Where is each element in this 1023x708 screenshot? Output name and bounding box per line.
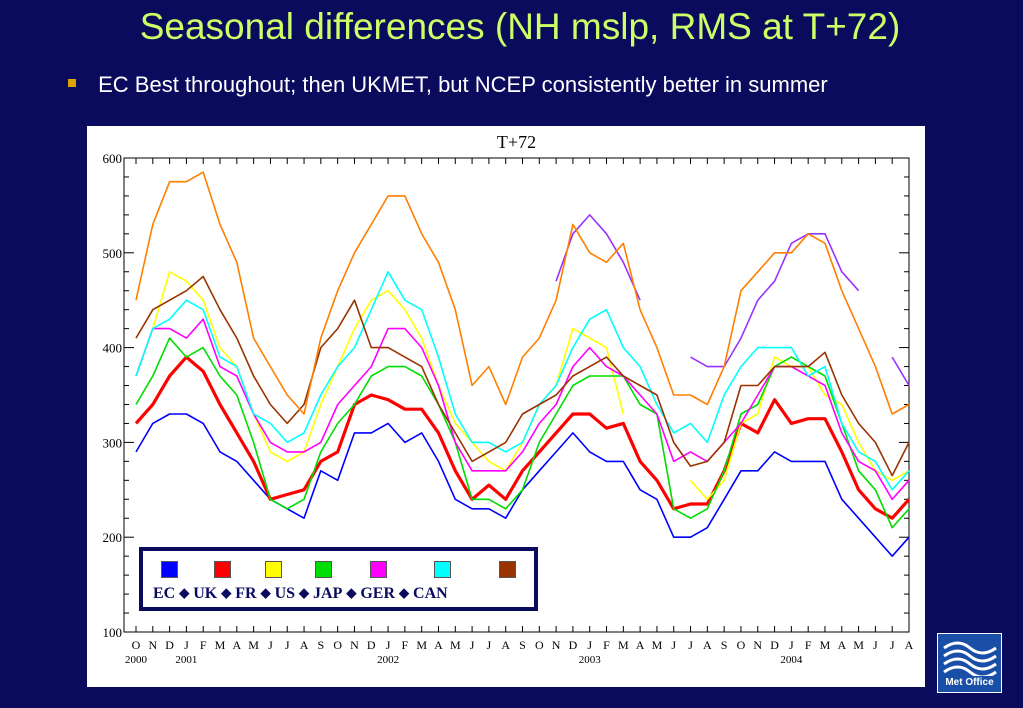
x-month-label: J [285,638,290,652]
x-month-label: A [905,638,914,652]
series-line-uk [134,355,911,520]
series-line-unlabelled-9 [135,171,910,415]
x-month-label: D [569,638,578,652]
bullet-text: EC Best throughout; then UKMET, but NCEP… [98,72,828,97]
diamond-icon: ◆ [346,585,357,600]
x-month-label: J [386,638,391,652]
legend-label-us: US [274,585,296,602]
x-month-label: M [248,638,259,652]
x-month-label: N [753,638,762,652]
x-month-label: N [148,638,157,652]
y-tick-label: 300 [103,435,123,450]
legend-labels: EC ◆ UK ◆ FR ◆ US ◆ JAP ◆ GER ◆ CAN [153,585,448,603]
x-month-label: M [215,638,226,652]
slide-title: Seasonal differences (NH mslp, RMS at T+… [139,6,901,47]
legend-swatch-fr [265,561,282,578]
x-month-label: O [737,638,746,652]
x-month-label: J [184,638,189,652]
x-month-label: N [552,638,561,652]
chart-panel: T+72 100 200 300 400 500 600 O N D J F M A M J J A S O N D J F M… [87,126,925,687]
y-tick-label: 200 [103,530,123,545]
x-month-label: N [350,638,359,652]
chart-title: T+72 [497,132,536,152]
wave-logo-icon [943,641,997,676]
x-month-label: O [333,638,342,652]
legend-swatch-us [315,561,332,578]
series-line-ger [135,271,910,491]
x-month-label: D [770,638,779,652]
x-month-label: F [200,638,207,652]
x-year-label: 2001 [175,654,197,666]
x-year-label: 2000 [125,654,148,666]
series-line-unlabelled-8 [555,214,910,386]
x-month-label: J [873,638,878,652]
x-month-label: J [890,638,895,652]
logo-text: Met Office [945,677,994,688]
legend-label-uk: UK [193,585,218,602]
legend-swatch-can [499,561,516,578]
x-month-label: M [652,638,663,652]
x-month-label: J [268,638,273,652]
x-year-label: 2002 [377,654,399,666]
x-month-label: S [318,638,325,652]
x-month-label: A [837,638,846,652]
x-year-label: 2004 [780,654,803,666]
y-tick-label: 500 [103,246,123,261]
x-month-label: M [820,638,831,652]
x-month-label: A [300,638,309,652]
diamond-icon: ◆ [260,585,271,600]
series-line-ec [135,413,910,557]
chart-legend: EC ◆ UK ◆ FR ◆ US ◆ JAP ◆ GER ◆ CAN [139,547,538,611]
bullet-row: EC Best throughout; then UKMET, but NCEP… [68,72,828,98]
x-month-label: S [519,638,526,652]
x-month-label: M [450,638,461,652]
legend-label-can: CAN [413,585,448,602]
x-month-label: M [416,638,427,652]
x-month-label: M [618,638,629,652]
legend-label-ger: GER [360,585,396,602]
x-month-label: J [587,638,592,652]
x-year-label: 2003 [579,654,602,666]
x-month-label: O [535,638,544,652]
legend-label-ec: EC [153,585,176,602]
series-line-us [135,337,910,529]
x-month-label: A [434,638,443,652]
x-month-label: J [671,638,676,652]
x-month-label: J [487,638,492,652]
legend-swatch-ec [161,561,178,578]
legend-label-jap: JAP [313,585,343,602]
bullet-icon [68,79,76,88]
diamond-icon: ◆ [299,585,310,600]
x-month-label: F [402,638,409,652]
x-month-label: J [789,638,794,652]
x-month-label: F [603,638,610,652]
diamond-icon: ◆ [221,585,232,600]
x-month-label: J [688,638,693,652]
x-month-label: A [703,638,712,652]
plot-frame [123,157,910,633]
x-month-label: M [853,638,864,652]
series-line-can [135,275,910,477]
legend-swatch-jap [370,561,387,578]
x-month-label: A [501,638,510,652]
x-month-label: A [232,638,241,652]
legend-swatch-ger [434,561,451,578]
legend-swatch-uk [214,561,231,578]
x-month-label: O [132,638,141,652]
y-tick-label: 600 [103,151,123,166]
x-month-label: A [636,638,645,652]
series-line-fr [135,271,910,501]
x-month-label: D [165,638,174,652]
diamond-icon: ◆ [179,585,190,600]
diamond-icon: ◆ [399,585,410,600]
y-tick-label: 100 [103,625,123,640]
x-month-label: J [470,638,475,652]
x-month-label: S [721,638,728,652]
legend-label-fr: FR [235,585,257,602]
y-tick-label: 400 [103,341,123,356]
x-month-label: D [367,638,376,652]
met-office-logo: Met Office [937,633,1002,693]
x-month-label: F [805,638,812,652]
